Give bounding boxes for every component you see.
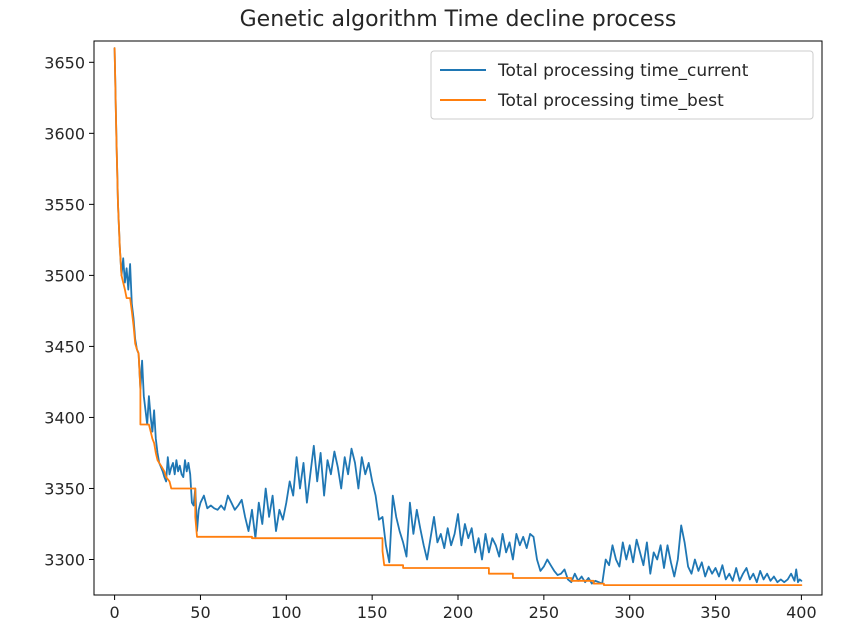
legend-box [430,50,814,120]
y-tick-label: 3450 [44,337,85,356]
y-tick-label: 3600 [44,124,85,143]
legend: Total processing time_current Total proc… [430,50,814,120]
x-tick-label: 200 [443,603,474,622]
series-line-current [113,47,803,585]
plot-frame [93,40,823,596]
series-layer [113,47,803,586]
y-tick-label: 3300 [44,550,85,569]
series-line-best [113,47,803,586]
x-tick-label: 400 [786,603,817,622]
legend-label-best: Total processing time_best [497,91,724,111]
x-tick-label: 150 [357,603,388,622]
x-tick-label: 0 [110,603,120,622]
y-tick-label: 3350 [44,479,85,498]
x-tick-label: 250 [529,603,560,622]
legend-label-current: Total processing time_current [497,61,749,81]
y-tick-label: 3500 [44,266,85,285]
y-axis: 3300 3350 3400 3450 3500 3550 3600 3650 [44,53,94,569]
x-tick-label: 100 [271,603,302,622]
y-tick-label: 3550 [44,195,85,214]
x-tick-label: 300 [614,603,645,622]
x-tick-label: 350 [700,603,731,622]
y-tick-label: 3650 [44,53,85,72]
x-tick-label: 50 [190,603,210,622]
x-axis: 0 50 100 150 200 250 300 350 400 [110,595,817,622]
y-tick-label: 3400 [44,408,85,427]
chart-title: Genetic algorithm Time decline process [240,7,677,32]
